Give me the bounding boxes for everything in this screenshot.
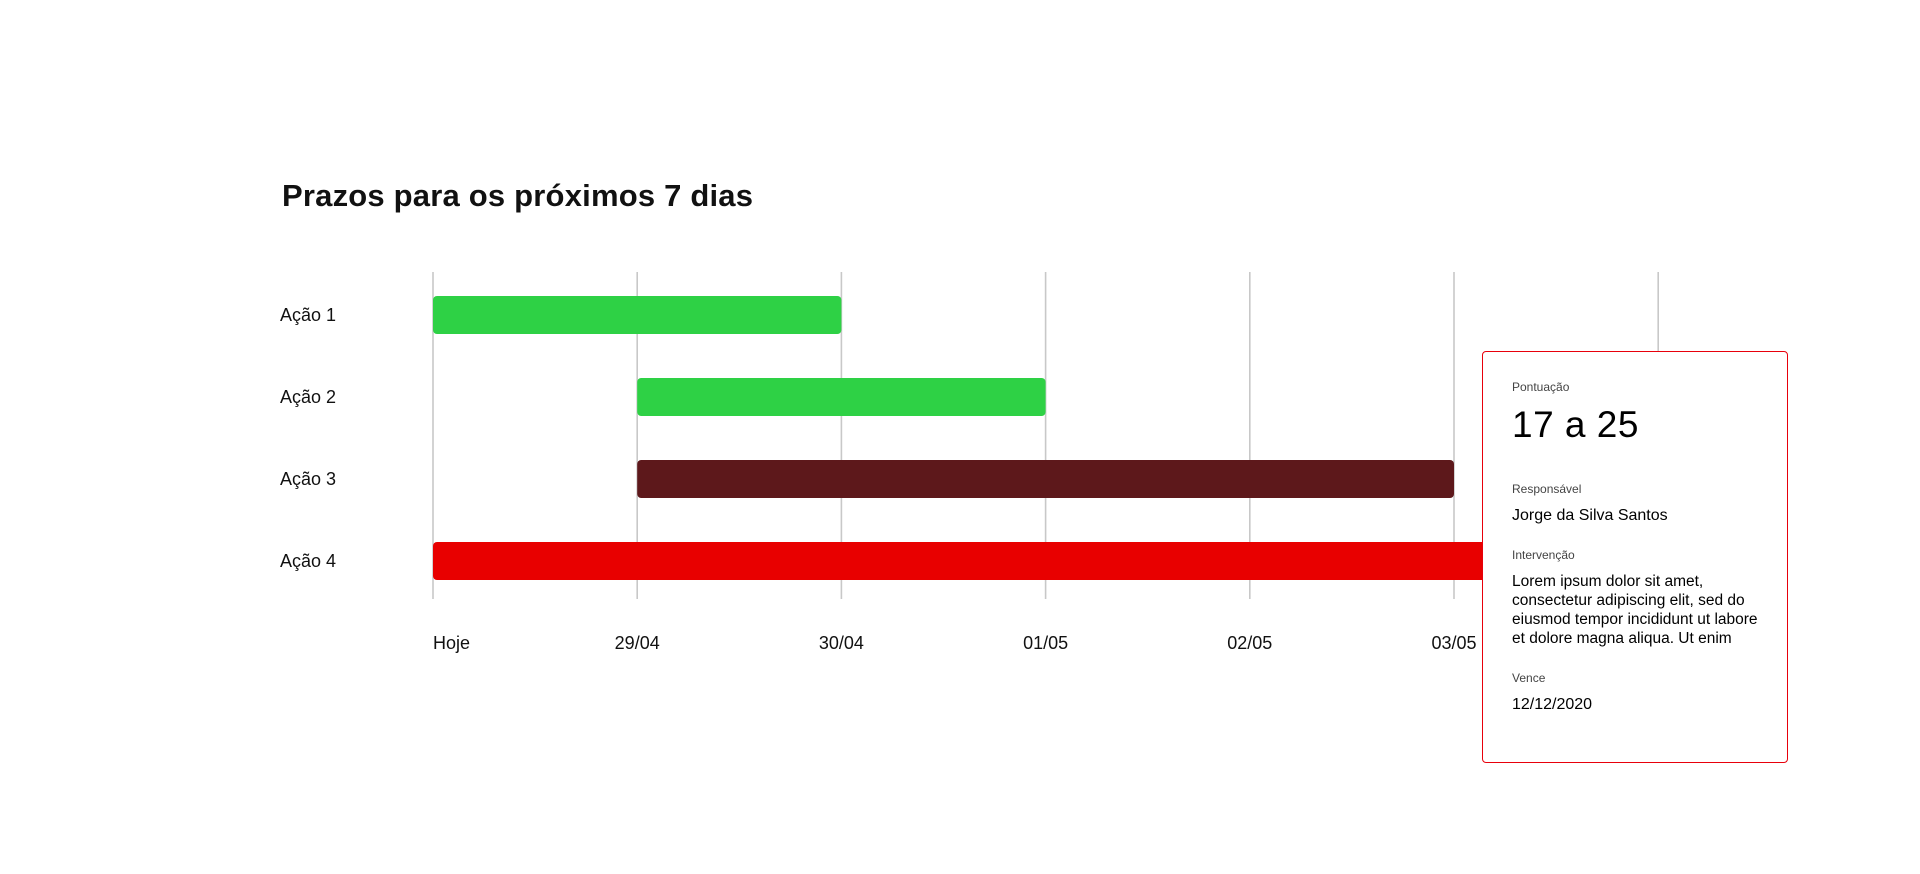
x-tick-label: 03/05 <box>1431 633 1476 653</box>
task-tooltip: Pontuação 17 a 25 Responsável Jorge da S… <box>1482 351 1788 763</box>
intervention-text: Lorem ipsum dolor sit amet, consectetur … <box>1512 573 1758 647</box>
x-tick-label: 02/05 <box>1227 633 1272 653</box>
task-bar[interactable] <box>433 296 842 334</box>
due-value: 12/12/2020 <box>1512 696 1593 713</box>
task-label: Ação 1 <box>280 305 336 325</box>
task-bars <box>433 296 1659 580</box>
x-tick-label: 30/04 <box>819 633 864 653</box>
x-axis-ticks: Hoje 29/04 30/04 01/05 02/05 03/05 <box>433 633 1477 653</box>
task-label: Ação 3 <box>280 469 336 489</box>
page-title: Prazos para os próximos 7 dias <box>282 178 754 213</box>
due-label: Vence <box>1512 671 1546 685</box>
task-bar[interactable] <box>637 460 1454 498</box>
score-label: Pontuação <box>1512 380 1570 394</box>
task-label: Ação 2 <box>280 387 336 407</box>
task-bar[interactable] <box>637 378 1046 416</box>
x-tick-label: Hoje <box>433 633 470 653</box>
responsible-label: Responsável <box>1512 482 1582 496</box>
x-tick-label: 01/05 <box>1023 633 1068 653</box>
task-labels: Ação 1 Ação 2 Ação 3 Ação 4 <box>280 305 336 571</box>
responsible-value: Jorge da Silva Santos <box>1512 507 1668 524</box>
intervention-label: Intervenção <box>1512 548 1575 562</box>
x-tick-label: 29/04 <box>615 633 660 653</box>
task-label: Ação 4 <box>280 551 336 571</box>
task-bar[interactable] <box>433 542 1659 580</box>
score-value: 17 a 25 <box>1512 404 1639 445</box>
